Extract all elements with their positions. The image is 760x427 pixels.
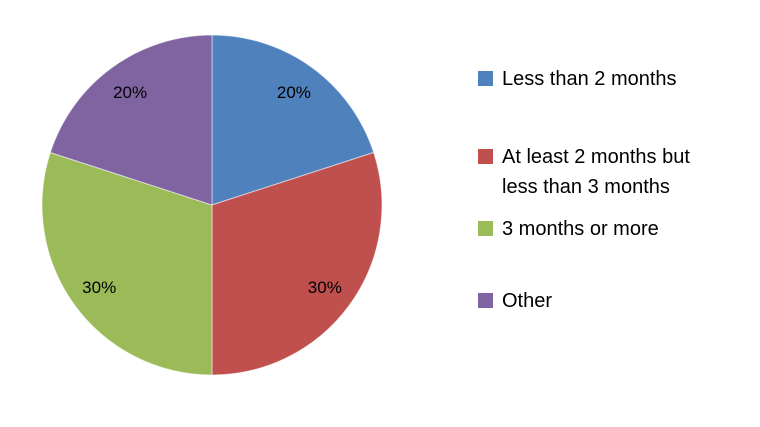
legend-swatch-red (478, 149, 493, 164)
pie-slice-other (49, 34, 213, 206)
pie-slice-label-3-months-or-more: 30% (82, 278, 116, 297)
legend-swatch-purple (478, 293, 493, 308)
legend-item-other: Other (478, 286, 552, 316)
pie-slice-3-months-or-more (41, 151, 213, 376)
legend-item-label: 3 months or more (502, 218, 659, 240)
pie-slice-at-least-2-months-but-less-than-3-months (211, 151, 383, 376)
pie-slice-label-other: 20% (113, 83, 147, 102)
legend-item-label: Less than 2 months (502, 68, 677, 90)
legend: Less than 2 months At least 2 months but… (478, 0, 748, 427)
legend-item-label: Other (502, 290, 553, 312)
legend-item-less-than-2-months: Less than 2 months (478, 64, 677, 94)
pie-slice-less-than-2-months (211, 34, 375, 206)
legend-item-3-months-or-more: 3 months or more (478, 214, 659, 244)
legend-swatch-green (478, 221, 493, 236)
pie-slice-label-less-than-2-months: 20% (277, 83, 311, 102)
legend-item-at-least-2-months: At least 2 months but less than 3 months (478, 142, 712, 202)
legend-swatch-blue (478, 71, 493, 86)
pie-slice-label-at-least-2-months-but-less-than-3-months: 30% (308, 278, 342, 297)
legend-item-label: At least 2 months but less than 3 months (502, 146, 690, 198)
